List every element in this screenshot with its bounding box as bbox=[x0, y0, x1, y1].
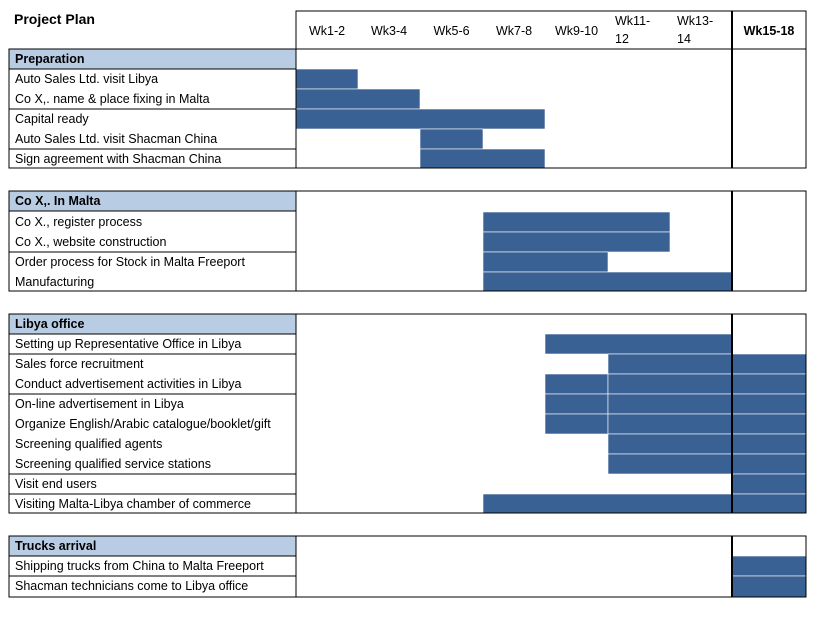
task-bar-0-3-0 bbox=[419, 128, 484, 150]
task-label-1-3: Manufacturing bbox=[15, 275, 94, 289]
task-label-2-8: Visiting Malta-Libya chamber of commerce bbox=[15, 497, 251, 511]
task-label-2-3: On-line advertisement in Libya bbox=[15, 397, 184, 411]
task-bar-2-2-0 bbox=[544, 373, 609, 395]
column-label-5-cont: 12 bbox=[615, 32, 629, 46]
column-label-1: Wk3-4 bbox=[371, 24, 407, 38]
task-bar-1-1-0 bbox=[482, 231, 671, 253]
task-bar-2-4-2 bbox=[731, 413, 807, 435]
task-bar-2-5-1 bbox=[731, 433, 807, 455]
column-label-0: Wk1-2 bbox=[309, 24, 345, 38]
section-header-bg-1 bbox=[9, 191, 296, 211]
column-label-4: Wk9-10 bbox=[555, 24, 598, 38]
task-label-0-2: Capital ready bbox=[15, 112, 89, 126]
section-title-3: Trucks arrival bbox=[15, 539, 96, 553]
task-bar-2-6-1 bbox=[731, 453, 807, 475]
column-label-6: Wk13- bbox=[677, 14, 713, 28]
section-header-bg-2 bbox=[9, 314, 296, 334]
task-label-2-0: Setting up Representative Office in Liby… bbox=[15, 337, 241, 351]
task-bar-2-1-0 bbox=[607, 353, 733, 375]
task-bar-2-3-0 bbox=[544, 393, 609, 415]
task-bar-1-2-0 bbox=[482, 251, 609, 273]
task-bar-0-4-0 bbox=[419, 148, 546, 169]
task-bar-1-3-0 bbox=[482, 271, 733, 292]
section-title-0: Preparation bbox=[15, 52, 84, 66]
task-bar-2-3-2 bbox=[731, 393, 807, 415]
task-label-2-2: Conduct advertisement activities in Liby… bbox=[15, 377, 242, 391]
task-bar-0-0-0 bbox=[295, 68, 359, 90]
task-bar-3-0-0 bbox=[731, 555, 807, 577]
section-frame-1 bbox=[8, 190, 807, 292]
section-header-bg-3 bbox=[9, 536, 296, 556]
task-bar-2-0-0 bbox=[544, 333, 733, 355]
task-label-0-1: Co X,. name & place fixing in Malta bbox=[15, 92, 210, 106]
section-frame-2 bbox=[8, 313, 807, 514]
task-bar-2-2-2 bbox=[731, 373, 807, 395]
task-label-1-1: Co X., website construction bbox=[15, 235, 167, 249]
task-bar-2-8-1 bbox=[731, 493, 807, 514]
chart-title: Project Plan bbox=[14, 11, 95, 27]
task-label-2-7: Visit end users bbox=[15, 477, 97, 491]
task-bar-2-1-1 bbox=[731, 353, 807, 375]
task-label-0-3: Auto Sales Ltd. visit Shacman China bbox=[15, 132, 217, 146]
section-title-2: Libya office bbox=[15, 317, 85, 331]
task-label-1-0: Co X., register process bbox=[15, 215, 142, 229]
task-label-0-0: Auto Sales Ltd. visit Libya bbox=[15, 72, 158, 86]
section-frame-3 bbox=[8, 535, 807, 598]
task-bar-2-5-0 bbox=[607, 433, 733, 455]
task-label-3-0: Shipping trucks from China to Malta Free… bbox=[15, 559, 264, 573]
task-label-3-1: Shacman technicians come to Libya office bbox=[15, 579, 248, 593]
column-label-5: Wk11- bbox=[615, 14, 650, 28]
column-label-7: Wk15-18 bbox=[744, 24, 795, 38]
task-label-2-5: Screening qualified agents bbox=[15, 437, 162, 451]
column-label-6-cont: 14 bbox=[677, 32, 691, 46]
task-label-2-4: Organize English/Arabic catalogue/bookle… bbox=[15, 417, 271, 431]
task-label-2-1: Sales force recruitment bbox=[15, 357, 144, 371]
task-bar-2-4-1 bbox=[607, 413, 733, 435]
section-title-1: Co X,. In Malta bbox=[15, 194, 101, 208]
task-bar-2-6-0 bbox=[607, 453, 733, 475]
task-bar-0-2-0 bbox=[295, 108, 546, 130]
column-label-3: Wk7-8 bbox=[496, 24, 532, 38]
task-bar-1-0-0 bbox=[482, 211, 671, 233]
task-bar-3-1-0 bbox=[731, 575, 807, 598]
column-label-2: Wk5-6 bbox=[433, 24, 469, 38]
section-header-bg-0 bbox=[9, 49, 296, 69]
task-bar-0-1-0 bbox=[295, 88, 421, 110]
task-label-2-6: Screening qualified service stations bbox=[15, 457, 211, 471]
task-label-1-2: Order process for Stock in Malta Freepor… bbox=[15, 255, 245, 269]
task-label-0-4: Sign agreement with Shacman China bbox=[15, 152, 221, 166]
task-bar-2-8-0 bbox=[482, 493, 733, 514]
task-bar-2-7-0 bbox=[731, 473, 807, 495]
task-bar-2-3-1 bbox=[607, 393, 733, 415]
task-bar-2-4-0 bbox=[544, 413, 609, 435]
task-bar-2-2-1 bbox=[607, 373, 733, 395]
